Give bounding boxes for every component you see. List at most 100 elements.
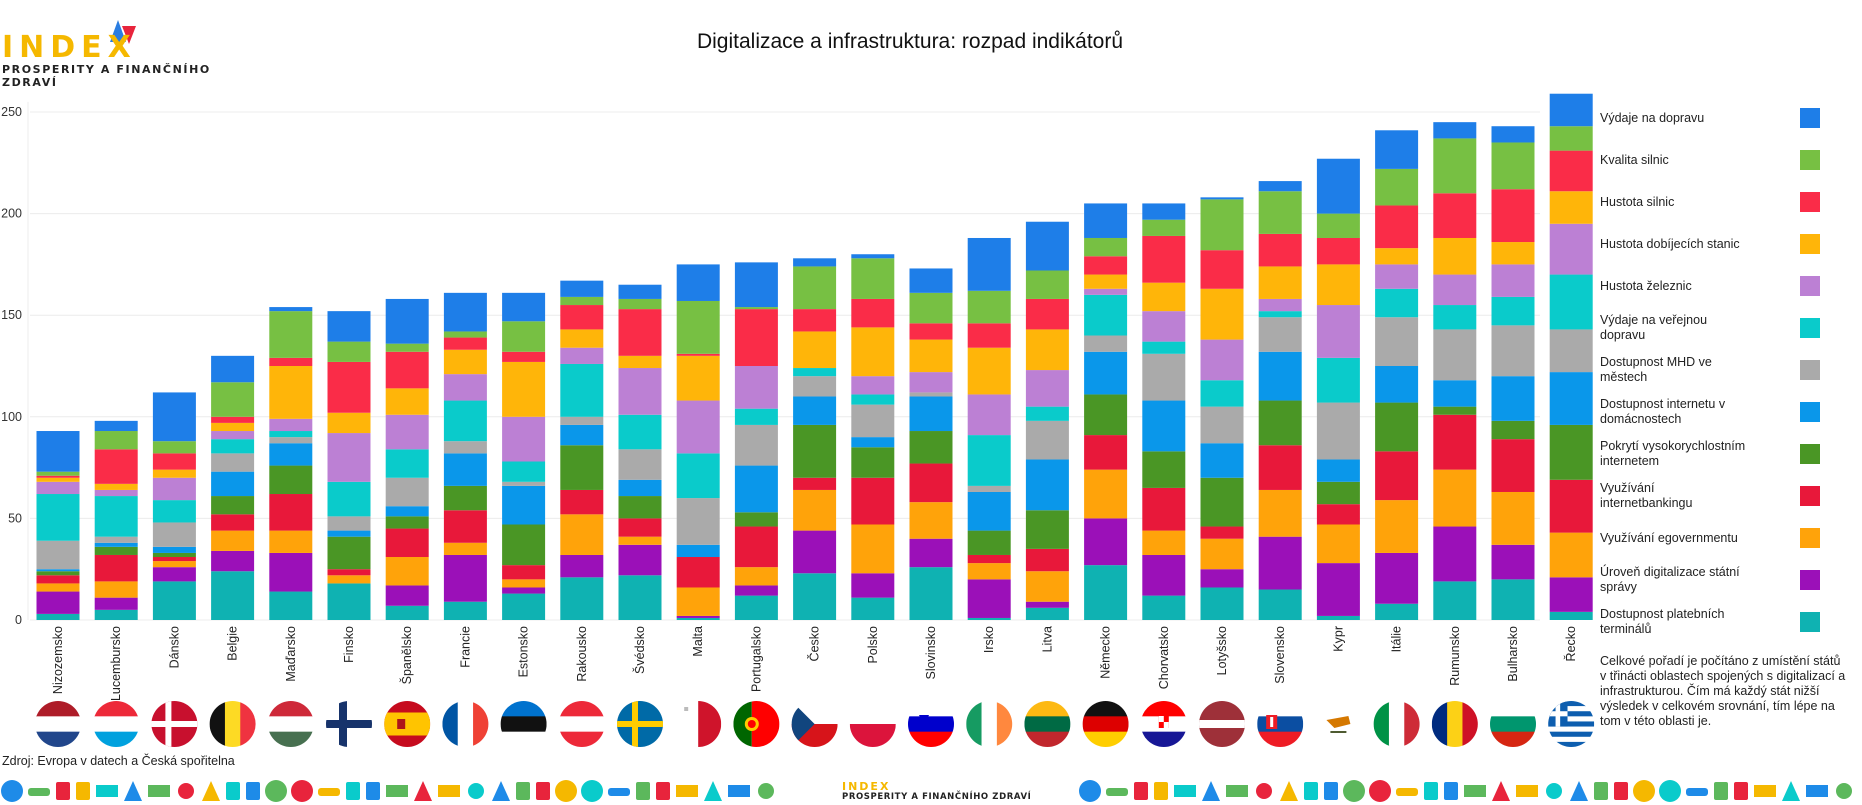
legend-label: Hustota dobíjecích stanic — [1600, 236, 1740, 251]
bar-segment — [618, 536, 662, 545]
bar-segment — [94, 420, 138, 432]
building-icon — [536, 782, 550, 800]
tree-icon — [1202, 781, 1220, 801]
bar-segment — [1142, 353, 1186, 401]
decorative-icon-strip — [1, 780, 1852, 802]
bar-segment — [909, 323, 953, 340]
building-icon — [1324, 782, 1338, 800]
bar-segment — [909, 431, 953, 464]
bar-segment — [618, 298, 662, 310]
bar-segment — [793, 376, 837, 397]
bar-segment — [967, 563, 1011, 580]
bar-segment — [734, 512, 778, 527]
globe-icon — [1, 780, 23, 802]
legend-item: Pokrytí vysokorychlostním internetem — [1600, 434, 1830, 474]
bar-segment — [443, 510, 487, 543]
bar-segment — [560, 305, 604, 330]
bar-segment — [152, 500, 196, 523]
bar-segment — [1200, 339, 1244, 381]
bar-segment — [1025, 601, 1069, 608]
bar-segment — [1433, 406, 1477, 415]
bar-segment — [618, 575, 662, 620]
bar-segment — [1142, 595, 1186, 620]
bar-segment — [1025, 571, 1069, 602]
x-tick-label: Maďarsko — [284, 626, 298, 682]
bar-segment — [734, 424, 778, 466]
greece-flag — [1548, 701, 1595, 747]
bar-segment — [502, 593, 546, 620]
logo-triangles-icon — [110, 20, 136, 44]
x-tick-label: Finsko — [342, 626, 356, 663]
bar-segment — [1433, 138, 1477, 194]
bar-segment — [94, 483, 138, 490]
bar-segment — [1433, 380, 1477, 407]
bar-segment — [502, 321, 546, 352]
bar-segment — [1549, 274, 1593, 330]
bar-segment — [152, 557, 196, 562]
fence-icon — [676, 785, 698, 797]
bar-segment — [36, 591, 80, 614]
bar-segment — [1084, 237, 1128, 257]
bar-segment — [152, 581, 196, 620]
legend-swatch — [1800, 402, 1820, 422]
bush-icon — [555, 780, 577, 802]
lithuania-flag — [1024, 701, 1071, 747]
bar-segment — [36, 569, 80, 572]
bar-segment — [1084, 256, 1128, 275]
bar-segment — [1025, 406, 1069, 421]
legend-swatch — [1800, 108, 1820, 128]
bar-segment — [1433, 305, 1477, 330]
bar-segment — [909, 567, 953, 620]
bar-segment — [618, 449, 662, 480]
bar-segment — [1142, 219, 1186, 236]
globe-icon — [1659, 780, 1681, 802]
bar-segment — [443, 374, 487, 401]
bar-segment — [269, 311, 313, 358]
legend-swatch — [1800, 570, 1820, 590]
bar-segment — [1258, 589, 1302, 620]
mountain-icon — [492, 781, 510, 801]
bar-segment — [1375, 451, 1419, 501]
building-icon — [246, 782, 260, 800]
legend-label: Využívání egovernmentu — [1600, 530, 1738, 545]
gear-icon — [366, 782, 380, 800]
bar-segment — [618, 518, 662, 537]
bar-segment — [443, 601, 487, 620]
gear-icon — [656, 782, 670, 800]
bar-segment — [1316, 264, 1360, 306]
bar-segment — [1375, 130, 1419, 169]
bar-segment — [1549, 532, 1593, 578]
bar-segment — [443, 292, 487, 332]
bar-segment — [793, 331, 837, 369]
france-flag — [442, 701, 489, 747]
bar-segment — [36, 575, 80, 584]
sun-icon — [178, 783, 194, 799]
tree-icon — [414, 781, 432, 801]
x-tick-label: Německo — [1099, 626, 1113, 679]
legend-label: Výdaje na veřejnou dopravu — [1600, 313, 1708, 342]
bush-icon — [1633, 780, 1655, 802]
x-tick-label: Řecko — [1563, 626, 1578, 661]
bar-segment — [618, 479, 662, 497]
bar-segment — [385, 605, 429, 620]
bar-segment — [1549, 372, 1593, 425]
y-tick-label: 50 — [8, 511, 22, 525]
bar-segment — [1549, 223, 1593, 275]
legend-label: Kvalita silnic — [1600, 152, 1669, 167]
bar-segment — [1375, 317, 1419, 366]
bush-icon — [265, 780, 287, 802]
bar-segment — [851, 597, 895, 620]
bar-segment — [269, 494, 313, 531]
bar-segment — [1491, 376, 1535, 421]
bar-segment — [94, 581, 138, 598]
bar-segment — [1316, 459, 1360, 482]
bar-segment — [1549, 577, 1593, 612]
bar-segment — [327, 569, 371, 576]
bar-segment — [1200, 526, 1244, 539]
bar-segment — [1258, 489, 1302, 537]
bar-segment — [967, 290, 1011, 324]
bar-segment — [1084, 518, 1128, 566]
sun-icon — [1546, 783, 1562, 799]
x-tick-label: Estonsko — [517, 626, 531, 677]
bar-segment — [385, 506, 429, 517]
